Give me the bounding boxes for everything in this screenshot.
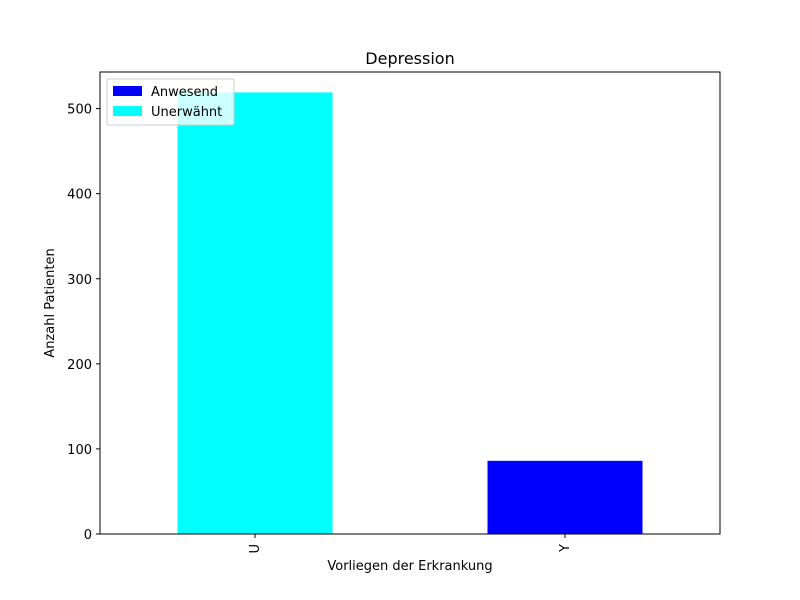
y-tick-label-400: 400 [67,188,92,203]
chart-title: Depression [365,49,454,68]
bar-U [177,92,333,534]
plot-frame [99,71,721,535]
legend: Anwesend Unerwähnt [106,78,235,126]
y-axis-label: Anzahl Patienten [43,248,58,357]
legend-swatch-unerwaehnt [113,106,142,116]
y-tick-label-200: 200 [67,358,92,373]
bar-Y [487,460,643,534]
y-tick-label-500: 500 [67,103,92,118]
legend-swatch-anwesend [113,86,142,96]
y-tick-label-0: 0 [84,528,92,543]
x-axis-label: Vorliegen der Erkrankung [327,559,492,574]
legend-label-anwesend: Anwesend [151,85,218,100]
bars-group [177,92,643,534]
y-tick-label-100: 100 [67,443,92,458]
x-tick-label-U: U [248,544,263,554]
y-axis-ticks: 0 100 200 300 400 500 [67,103,100,543]
legend-label-unerwaehnt: Unerwähnt [151,105,222,120]
x-tick-label-Y: Y [558,544,573,553]
y-tick-label-300: 300 [67,273,92,288]
